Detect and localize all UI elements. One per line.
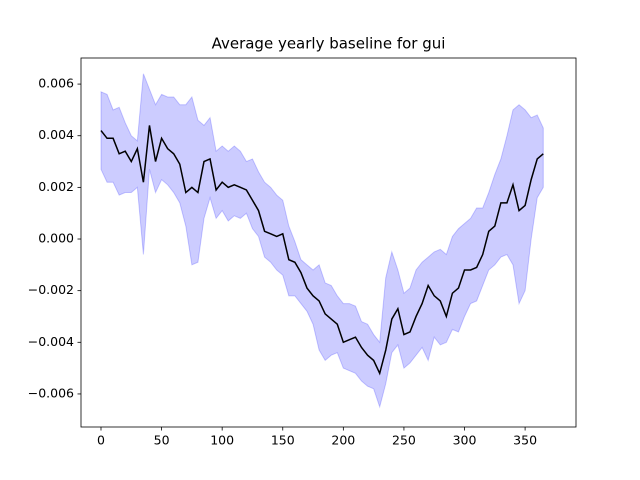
x-tick-label: 250 xyxy=(392,433,416,448)
x-tick-label: 200 xyxy=(331,433,355,448)
y-tick-label: −0.004 xyxy=(28,334,74,349)
y-tick-label: 0.006 xyxy=(38,76,74,91)
x-tick-label: 100 xyxy=(210,433,234,448)
x-tick-label: 300 xyxy=(453,433,477,448)
mean-line xyxy=(100,125,544,376)
y-tick-label: −0.002 xyxy=(28,282,74,297)
y-tick-label: −0.006 xyxy=(28,385,74,400)
x-tick-label: 0 xyxy=(97,433,105,448)
plot-frame xyxy=(80,57,577,428)
x-tick-label: 350 xyxy=(513,433,537,448)
confidence-band xyxy=(100,73,544,409)
x-tick-label: 150 xyxy=(271,433,295,448)
x-tick-label: 50 xyxy=(154,433,170,448)
y-tick-label: 0.004 xyxy=(38,127,74,142)
chart-title: Average yearly baseline for gui xyxy=(212,35,446,53)
y-tick-label: 0.000 xyxy=(38,231,74,246)
y-tick-label: 0.002 xyxy=(38,179,74,194)
